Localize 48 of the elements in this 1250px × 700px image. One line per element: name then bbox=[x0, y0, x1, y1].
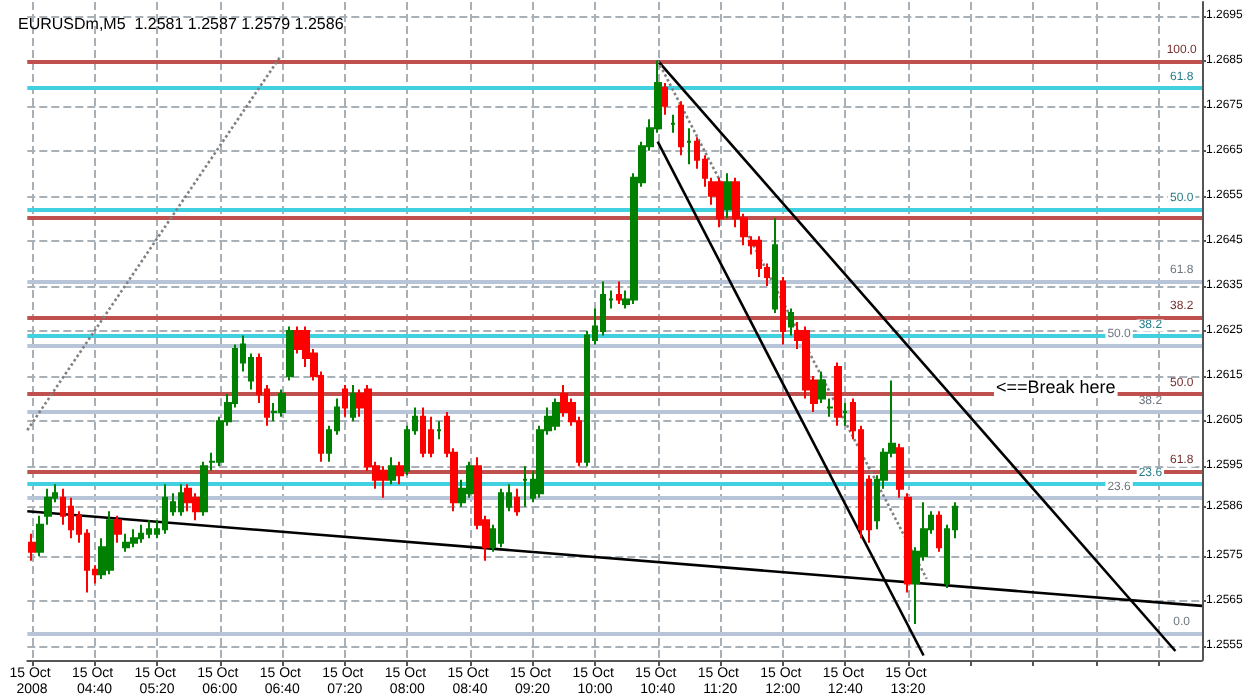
candlestick bbox=[600, 280, 606, 337]
candlestick bbox=[192, 492, 200, 522]
candlestick bbox=[772, 217, 778, 314]
text: EURUSDm,M5 1.2581 1.2587 1.2579 1.2586 bbox=[18, 15, 345, 33]
candlestick bbox=[552, 397, 560, 432]
candlestick bbox=[670, 113, 676, 134]
candlestick bbox=[678, 100, 684, 157]
candlestick bbox=[68, 496, 74, 540]
candlestick bbox=[936, 510, 942, 553]
candlestick bbox=[388, 456, 396, 486]
candlestick bbox=[756, 235, 762, 278]
candlestick bbox=[350, 384, 356, 423]
candlestick bbox=[686, 127, 692, 166]
candlestick bbox=[162, 483, 168, 535]
candlestick bbox=[560, 384, 568, 418]
candlestick bbox=[106, 510, 114, 576]
candlestick bbox=[420, 406, 426, 459]
candlestick bbox=[428, 415, 434, 459]
candlestick bbox=[522, 465, 528, 508]
candlestick bbox=[724, 172, 732, 220]
candlestick bbox=[904, 492, 912, 594]
candlestick bbox=[514, 487, 520, 517]
candlestick bbox=[184, 483, 192, 513]
candlestick bbox=[138, 523, 144, 544]
annotation: <==Break here bbox=[996, 377, 1116, 397]
candlestick bbox=[114, 514, 122, 544]
candlestick bbox=[342, 384, 348, 418]
candlestick bbox=[146, 519, 152, 540]
candlestick bbox=[130, 528, 138, 549]
candlestick bbox=[178, 483, 184, 517]
candlestick bbox=[716, 176, 724, 229]
candlestick bbox=[200, 460, 208, 517]
candlestick bbox=[498, 487, 504, 549]
candlestick bbox=[896, 442, 904, 499]
candlestick bbox=[28, 532, 36, 562]
candlestick bbox=[834, 361, 842, 427]
candlestick bbox=[616, 280, 622, 305]
candlestick bbox=[286, 325, 294, 382]
candlestick bbox=[380, 465, 388, 499]
candlestick bbox=[842, 402, 848, 427]
candlestick bbox=[780, 275, 786, 346]
candlestick bbox=[396, 460, 404, 486]
candlestick bbox=[788, 307, 794, 337]
candlestick bbox=[122, 532, 130, 553]
candlestick bbox=[278, 388, 286, 418]
candlestick bbox=[466, 460, 474, 499]
candlestick bbox=[662, 82, 668, 116]
candlestick bbox=[436, 420, 442, 441]
